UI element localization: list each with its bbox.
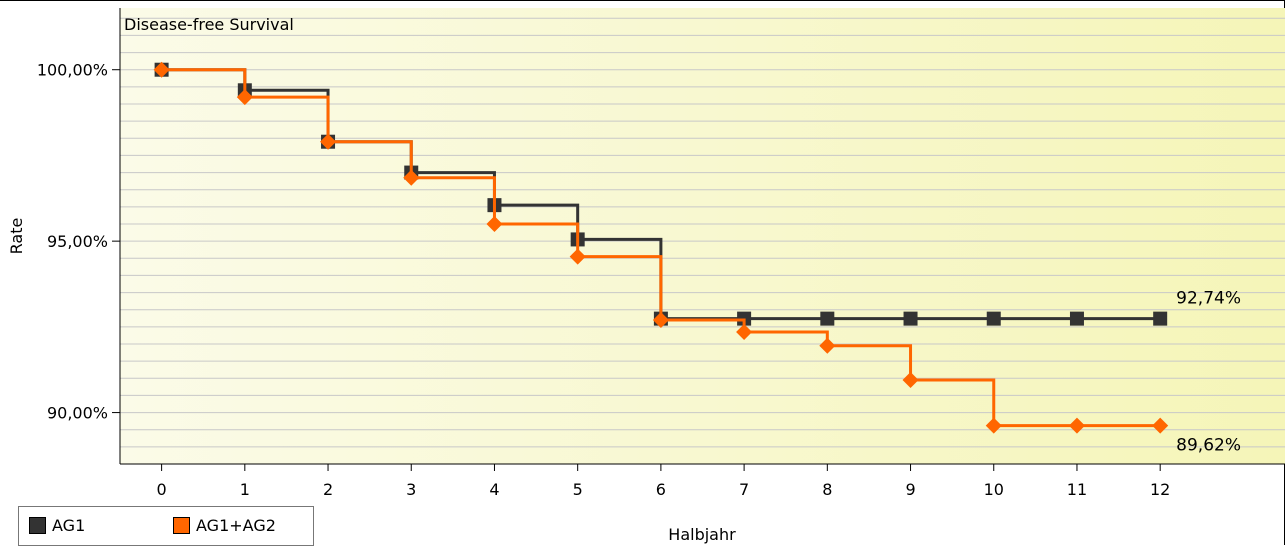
x-tick-label: 2 [323,480,333,499]
data-point [1068,417,1085,434]
series-1: 89,62% [153,61,1241,456]
data-point [320,133,337,150]
y-tick-label: 90,00% [47,404,108,423]
x-tick-label: 9 [905,480,915,499]
x-tick-label: 0 [157,480,167,499]
legend-item-ag1-ag2: AG1+AG2 [173,516,276,535]
data-point [153,61,170,78]
data-label: 92,74% [1176,289,1241,309]
data-point [652,312,669,328]
legend-swatch-ag1-ag2 [173,517,190,534]
data-point [736,324,753,340]
x-axis-title: Halbjahr [668,525,736,544]
x-tick-label: 1 [240,480,250,499]
data-point [1153,311,1168,326]
data-point [569,248,586,265]
data-point [985,417,1002,434]
x-tick-label: 5 [573,480,583,499]
y-axis-title: Rate [7,218,26,255]
chart-title: Disease-free Survival [124,15,294,34]
data-point [1152,417,1169,434]
legend: AG1 AG1+AG2 [18,506,314,546]
data-point [403,169,420,186]
series-layer: 92,74% 89,62% [153,61,1241,456]
legend-label-ag1: AG1 [52,516,86,535]
series-line [161,68,1161,428]
data-point [236,89,253,106]
data-point [1069,311,1084,326]
y-tick-label: 100,00% [37,61,108,80]
x-tick-label: 3 [406,480,416,499]
data-point [820,311,835,326]
data-point [486,216,503,232]
y-tick-label: 95,00% [47,232,108,251]
x-tick-label: 6 [656,480,666,499]
data-point [903,311,918,326]
x-tick-label: 11 [1067,480,1087,499]
data-point [986,311,1001,326]
data-point [819,337,836,354]
plot-area [120,8,1285,464]
x-tick-label: 8 [822,480,832,499]
x-tick-label: 10 [984,480,1004,499]
legend-swatch-ag1 [29,517,46,534]
x-tick-label: 4 [489,480,499,499]
legend-label-ag1-ag2: AG1+AG2 [196,516,276,535]
x-tick-label: 12 [1150,480,1170,499]
axes: 90,00%95,00%100,00%0 1 2 3 4 5 6 7 8 9 10 11 12 [37,8,1285,499]
legend-item-ag1: AG1 [29,516,85,535]
x-tick-label: 7 [739,480,749,499]
data-point [902,372,919,388]
grid-lines [120,17,1285,465]
data-label: 89,62% [1176,436,1241,456]
